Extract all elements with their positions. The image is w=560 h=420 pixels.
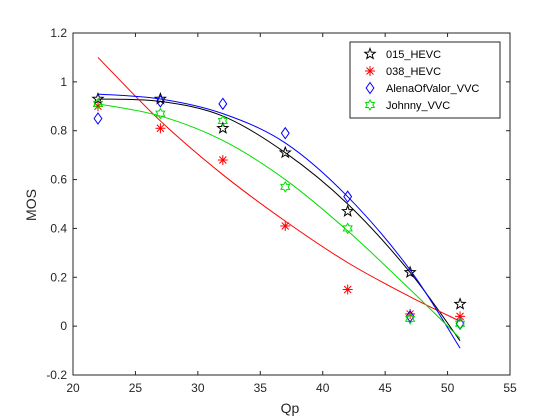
data-point-015-hevc: [403, 265, 417, 279]
x-axis-label: Qp: [281, 400, 300, 416]
data-point-johnny-vvc: [217, 114, 229, 127]
data-point-015-hevc: [91, 92, 105, 105]
y-tick-label: 1.2: [50, 26, 67, 40]
legend-label-038-hevc: 038_HEVC: [386, 66, 441, 78]
asterisk-stroke: [281, 222, 290, 230]
data-point-015-hevc: [153, 92, 167, 105]
x-tick-label: 30: [191, 381, 205, 395]
data-point-johnny-vvc: [280, 180, 291, 193]
y-tick-label: -0.2: [46, 368, 67, 382]
series-alenaofvalor-vvc: [93, 93, 465, 349]
legend-marker-alenaofvalor-vvc: [365, 81, 375, 95]
data-point-038-hevc: [280, 220, 291, 231]
data-point-015-hevc: [216, 121, 230, 134]
x-tick-label: 50: [441, 381, 455, 395]
legend-label-johnny-vvc: Johnny_VVC: [386, 100, 450, 112]
data-point-038-hevc: [217, 155, 228, 166]
asterisk-stroke: [456, 312, 464, 321]
data-point-johnny-vvc: [454, 317, 466, 330]
data-point-alenaofvalor-vvc: [218, 97, 228, 111]
y-axis-label: MOS: [23, 189, 39, 221]
data-point-015-hevc: [278, 145, 292, 159]
data-point-038-hevc: [455, 311, 466, 322]
data-point-johnny-vvc: [92, 97, 104, 110]
y-tick-label: 0.8: [50, 124, 67, 138]
data-point-alenaofvalor-vvc: [93, 112, 103, 125]
legend-box: [349, 41, 501, 119]
data-point-alenaofvalor-vvc: [343, 190, 353, 204]
data-point-johnny-vvc: [404, 312, 416, 325]
data-point-alenaofvalor-vvc: [405, 309, 415, 323]
y-tick-label: 0.6: [50, 173, 67, 187]
data-point-alenaofvalor-vvc: [155, 95, 165, 108]
asterisk-stroke: [156, 124, 165, 133]
legend-label-alenaofvalor-vvc: AlenaOfValor_VVC: [386, 83, 479, 95]
x-tick-label: 25: [129, 381, 143, 395]
series-015-hevc: [91, 92, 467, 342]
legend-marker-johnny-vvc: [364, 99, 376, 111]
data-point-015-hevc: [341, 204, 355, 217]
y-tick-label: 1: [60, 75, 67, 89]
y-tick-label: 0.4: [50, 221, 67, 235]
data-point-alenaofvalor-vvc: [280, 126, 290, 140]
data-point-038-hevc: [155, 123, 166, 134]
legend: 015_HEVC 038_HEVC AlenaOfValor_VVC Johnny_V…: [349, 41, 501, 119]
asterisk-stroke: [218, 156, 227, 164]
x-tick-label: 55: [503, 381, 517, 395]
y-tick-label: 0.2: [50, 270, 67, 284]
x-tick-label: 40: [316, 381, 330, 395]
fit-curve-038-hevc: [97, 57, 461, 322]
data-point-johnny-vvc: [155, 107, 166, 120]
asterisk-stroke: [343, 285, 352, 294]
data-point-johnny-vvc: [342, 222, 353, 235]
x-tick-label: 20: [66, 381, 80, 395]
series-johnny-vvc: [92, 97, 466, 339]
y-tick-label: 0: [60, 319, 67, 333]
asterisk-stroke: [366, 67, 374, 75]
legend-marker-038-hevc: [365, 66, 375, 76]
legend-label-015-hevc: 015_HEVC: [386, 49, 441, 61]
data-point-038-hevc: [342, 284, 353, 295]
x-tick-label: 45: [378, 381, 392, 395]
legend-marker-015-hevc: [363, 47, 377, 60]
data-point-015-hevc: [453, 297, 467, 310]
fit-curve-johnny-vvc: [97, 103, 461, 339]
x-tick-label: 35: [254, 381, 268, 395]
